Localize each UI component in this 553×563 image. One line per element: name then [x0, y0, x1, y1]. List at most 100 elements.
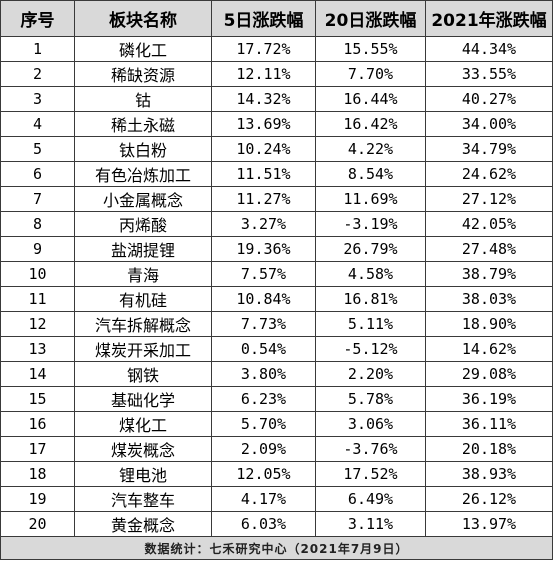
cell-row-index: 19 — [0, 486, 75, 512]
cell-row-index: 20 — [0, 511, 75, 537]
cell-sector-name: 丙烯酸 — [74, 211, 212, 237]
table-row: 15 基础化学 6.23% 5.78% 36.19% — [0, 386, 553, 412]
data-source-note: 数据统计：七禾研究中心（2021年7月9日） — [0, 536, 553, 560]
cell-5day-change: 12.05% — [211, 461, 316, 487]
cell-row-index: 9 — [0, 236, 75, 262]
cell-5day-change: 5.70% — [211, 411, 316, 437]
cell-20day-change: 26.79% — [315, 236, 426, 262]
cell-sector-name: 稀土永磁 — [74, 111, 212, 137]
cell-20day-change: 3.11% — [315, 511, 426, 537]
cell-row-index: 16 — [0, 411, 75, 437]
table-row: 5 钛白粉 10.24% 4.22% 34.79% — [0, 136, 553, 162]
cell-20day-change: 7.70% — [315, 61, 426, 87]
cell-20day-change: -5.12% — [315, 336, 426, 362]
cell-5day-change: 6.23% — [211, 386, 316, 412]
header-sector-name: 板块名称 — [74, 0, 212, 37]
cell-sector-name: 有机硅 — [74, 286, 212, 312]
cell-5day-change: 7.57% — [211, 261, 316, 287]
cell-5day-change: 19.36% — [211, 236, 316, 262]
table-row: 12 汽车拆解概念 7.73% 5.11% 18.90% — [0, 311, 553, 337]
table-body: 1 磷化工 17.72% 15.55% 44.34% 2 稀缺资源 12.11% 7.70% 33… — [0, 36, 553, 537]
cell-20day-change: 5.11% — [315, 311, 426, 337]
header-2021-change: 2021年涨跌幅 — [425, 0, 553, 37]
cell-20day-change: -3.19% — [315, 211, 426, 237]
table-row: 3 钴 14.32% 16.44% 40.27% — [0, 86, 553, 112]
cell-row-index: 6 — [0, 161, 75, 187]
table-row: 16 煤化工 5.70% 3.06% 36.11% — [0, 411, 553, 437]
cell-sector-name: 煤化工 — [74, 411, 212, 437]
cell-2021-change: 13.97% — [425, 511, 553, 537]
cell-5day-change: 11.27% — [211, 186, 316, 212]
table-row: 9 盐湖提锂 19.36% 26.79% 27.48% — [0, 236, 553, 262]
cell-20day-change: 16.44% — [315, 86, 426, 112]
cell-2021-change: 38.93% — [425, 461, 553, 487]
cell-5day-change: 4.17% — [211, 486, 316, 512]
cell-2021-change: 27.48% — [425, 236, 553, 262]
table-row: 19 汽车整车 4.17% 6.49% 26.12% — [0, 486, 553, 512]
cell-2021-change: 14.62% — [425, 336, 553, 362]
cell-sector-name: 钴 — [74, 86, 212, 112]
cell-2021-change: 36.11% — [425, 411, 553, 437]
cell-5day-change: 14.32% — [211, 86, 316, 112]
cell-5day-change: 2.09% — [211, 436, 316, 462]
cell-sector-name: 青海 — [74, 261, 212, 287]
cell-sector-name: 稀缺资源 — [74, 61, 212, 87]
table-row: 7 小金属概念 11.27% 11.69% 27.12% — [0, 186, 553, 212]
cell-sector-name: 汽车整车 — [74, 486, 212, 512]
cell-5day-change: 10.84% — [211, 286, 316, 312]
header-index: 序号 — [0, 0, 75, 37]
cell-row-index: 12 — [0, 311, 75, 337]
cell-row-index: 8 — [0, 211, 75, 237]
cell-sector-name: 有色冶炼加工 — [74, 161, 212, 187]
cell-2021-change: 33.55% — [425, 61, 553, 87]
table-row: 2 稀缺资源 12.11% 7.70% 33.55% — [0, 61, 553, 87]
cell-5day-change: 3.27% — [211, 211, 316, 237]
table-row: 18 锂电池 12.05% 17.52% 38.93% — [0, 461, 553, 487]
table-header: 序号 板块名称 5日涨跌幅 20日涨跌幅 2021年涨跌幅 — [0, 0, 553, 37]
cell-2021-change: 24.62% — [425, 161, 553, 187]
table-footer: 数据统计：七禾研究中心（2021年7月9日） — [0, 536, 553, 560]
cell-20day-change: 4.58% — [315, 261, 426, 287]
table-row: 14 钢铁 3.80% 2.20% 29.08% — [0, 361, 553, 387]
table-row: 6 有色冶炼加工 11.51% 8.54% 24.62% — [0, 161, 553, 187]
header-row: 序号 板块名称 5日涨跌幅 20日涨跌幅 2021年涨跌幅 — [0, 0, 553, 37]
cell-row-index: 7 — [0, 186, 75, 212]
cell-20day-change: 16.81% — [315, 286, 426, 312]
cell-2021-change: 27.12% — [425, 186, 553, 212]
cell-5day-change: 0.54% — [211, 336, 316, 362]
cell-row-index: 11 — [0, 286, 75, 312]
table-row: 13 煤炭开采加工 0.54% -5.12% 14.62% — [0, 336, 553, 362]
cell-row-index: 1 — [0, 36, 75, 62]
cell-2021-change: 36.19% — [425, 386, 553, 412]
cell-20day-change: 3.06% — [315, 411, 426, 437]
footer-row: 数据统计：七禾研究中心（2021年7月9日） — [0, 536, 553, 560]
cell-sector-name: 小金属概念 — [74, 186, 212, 212]
cell-20day-change: 11.69% — [315, 186, 426, 212]
cell-2021-change: 44.34% — [425, 36, 553, 62]
cell-row-index: 5 — [0, 136, 75, 162]
cell-sector-name: 黄金概念 — [74, 511, 212, 537]
cell-20day-change: 8.54% — [315, 161, 426, 187]
cell-row-index: 13 — [0, 336, 75, 362]
cell-row-index: 17 — [0, 436, 75, 462]
table-row: 4 稀土永磁 13.69% 16.42% 34.00% — [0, 111, 553, 137]
header-5day-change: 5日涨跌幅 — [211, 0, 316, 37]
cell-5day-change: 3.80% — [211, 361, 316, 387]
cell-row-index: 15 — [0, 386, 75, 412]
cell-5day-change: 13.69% — [211, 111, 316, 137]
cell-2021-change: 18.90% — [425, 311, 553, 337]
cell-2021-change: 34.79% — [425, 136, 553, 162]
cell-20day-change: 6.49% — [315, 486, 426, 512]
cell-sector-name: 磷化工 — [74, 36, 212, 62]
cell-2021-change: 42.05% — [425, 211, 553, 237]
cell-2021-change: 38.03% — [425, 286, 553, 312]
cell-2021-change: 40.27% — [425, 86, 553, 112]
cell-sector-name: 钢铁 — [74, 361, 212, 387]
cell-20day-change: 4.22% — [315, 136, 426, 162]
cell-sector-name: 锂电池 — [74, 461, 212, 487]
cell-row-index: 4 — [0, 111, 75, 137]
cell-5day-change: 6.03% — [211, 511, 316, 537]
cell-20day-change: -3.76% — [315, 436, 426, 462]
